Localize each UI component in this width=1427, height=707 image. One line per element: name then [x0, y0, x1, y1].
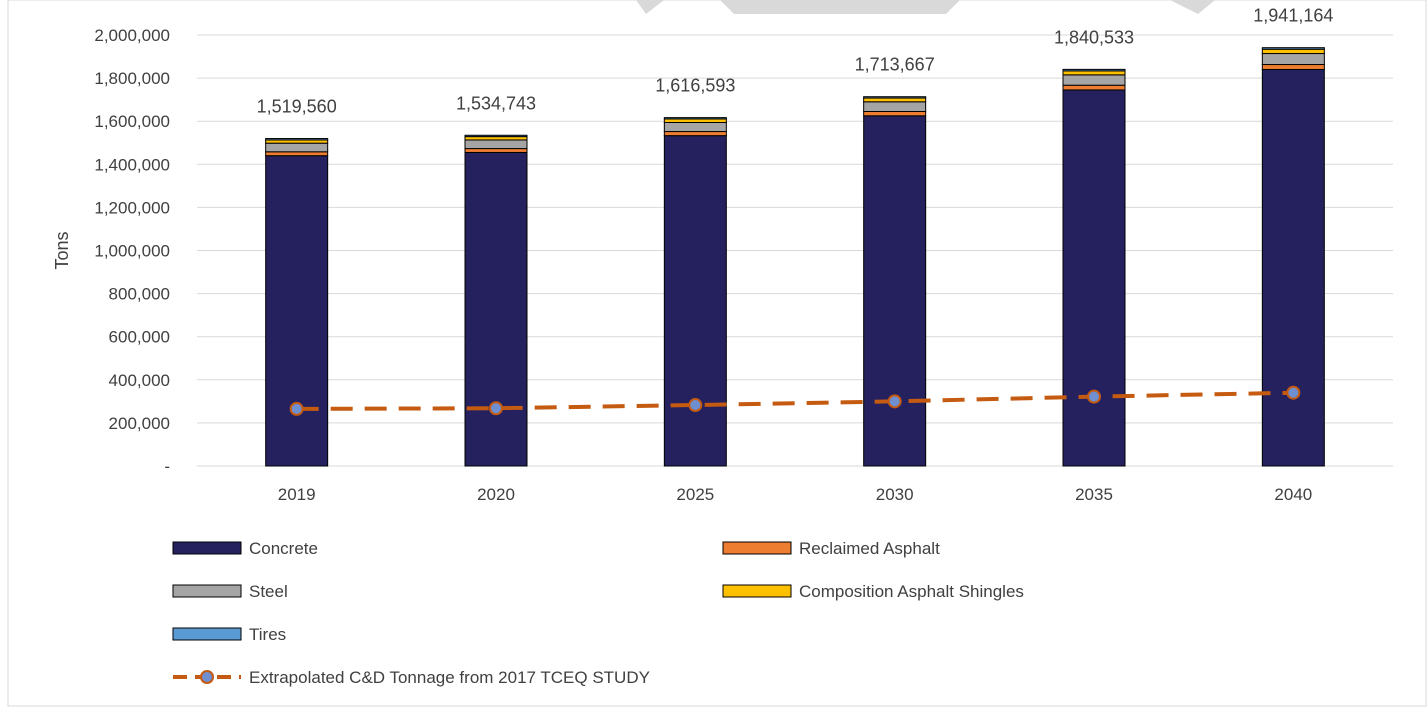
bar-segment-tires — [863, 96, 927, 99]
bar-segment-concrete — [265, 155, 329, 467]
y-tick-label: 2,000,000 — [94, 26, 170, 45]
legend-swatch — [172, 541, 242, 555]
line-series-tceq — [296, 390, 1294, 411]
y-tick-label: 1,000,000 — [94, 242, 170, 261]
legend-swatch — [722, 541, 792, 555]
bar-segment-concrete — [464, 151, 528, 467]
bar-segment-composition-asphalt-shingles — [663, 118, 727, 123]
y-tick-label: 1,400,000 — [94, 155, 170, 174]
bar-segment-steel — [464, 139, 528, 150]
bar-segment-concrete — [1062, 89, 1126, 467]
bar-segment-steel — [265, 142, 329, 153]
y-tick-label: 400,000 — [109, 371, 170, 390]
bar-segment-composition-asphalt-shingles — [863, 97, 927, 103]
bar-segment-reclaimed-asphalt — [663, 131, 727, 137]
y-tick-label: - — [164, 457, 170, 476]
banner-shape-mid — [720, 0, 960, 14]
line-marker — [289, 401, 304, 416]
bar-segment-reclaimed-asphalt — [464, 148, 528, 153]
y-tick-label: 800,000 — [109, 285, 170, 304]
bar-segment-tires — [464, 134, 528, 138]
bar-segment-reclaimed-asphalt — [863, 111, 927, 117]
y-axis-title: Tons — [52, 231, 72, 269]
legend-label: Tires — [249, 625, 286, 644]
line-marker — [688, 398, 703, 413]
bar-segment-composition-asphalt-shingles — [464, 136, 528, 141]
bar-segment-tires — [1062, 68, 1126, 72]
line-marker — [1087, 389, 1101, 404]
x-tick-label: 2040 — [1274, 485, 1312, 504]
total-data-label: 1,616,593 — [655, 76, 735, 96]
bar-segment-steel — [863, 101, 927, 113]
legend-line-marker — [200, 670, 214, 684]
legend-swatch — [172, 627, 242, 641]
legend-label: Concrete — [249, 539, 318, 558]
x-tick-label: 2035 — [1075, 485, 1113, 504]
bar-segment-concrete — [663, 135, 727, 467]
banner-shape-right — [1170, 0, 1215, 14]
y-tick-label: 1,800,000 — [94, 69, 170, 88]
bar-segment-concrete — [863, 115, 927, 467]
legend-label: Steel — [249, 582, 288, 601]
total-data-label: 1,840,533 — [1054, 27, 1134, 47]
bar-segment-steel — [663, 121, 727, 133]
x-tick-label: 2030 — [876, 485, 914, 504]
bar-segment-reclaimed-asphalt — [1062, 84, 1126, 91]
bar-segment-concrete — [1261, 68, 1325, 467]
total-data-label: 1,519,560 — [257, 97, 337, 117]
y-tick-label: 1,600,000 — [94, 112, 170, 131]
legend-label: Extrapolated C&D Tonnage from 2017 TCEQ … — [249, 668, 650, 687]
x-tick-label: 2025 — [676, 485, 714, 504]
bar-segment-steel — [1261, 53, 1325, 66]
bar-segment-tires — [1261, 47, 1325, 50]
bar-segment-composition-asphalt-shingles — [1062, 70, 1126, 76]
bar-segment-reclaimed-asphalt — [265, 151, 329, 157]
total-data-label: 1,534,743 — [456, 93, 536, 113]
banner-shape-left — [636, 0, 664, 14]
total-data-label: 1,941,164 — [1253, 6, 1333, 26]
legend-label: Composition Asphalt Shingles — [799, 582, 1024, 601]
total-data-label: 1,713,667 — [855, 55, 935, 75]
bar-segment-reclaimed-asphalt — [1261, 64, 1325, 70]
y-tick-label: 600,000 — [109, 328, 170, 347]
bar-segment-tires — [663, 117, 727, 120]
y-tick-label: 1,200,000 — [94, 198, 170, 217]
line-marker — [489, 401, 503, 416]
bar-segment-tires — [265, 138, 329, 141]
legend-swatch — [172, 584, 242, 598]
x-tick-label: 2019 — [278, 485, 316, 504]
y-tick-label: 200,000 — [109, 414, 170, 433]
legend-swatch — [722, 584, 792, 598]
bar-segment-steel — [1062, 74, 1126, 86]
x-tick-label: 2020 — [477, 485, 515, 504]
line-marker — [1286, 385, 1301, 400]
bar-segment-composition-asphalt-shingles — [1261, 48, 1325, 55]
line-marker — [887, 394, 902, 409]
legend-label: Reclaimed Asphalt — [799, 539, 940, 558]
